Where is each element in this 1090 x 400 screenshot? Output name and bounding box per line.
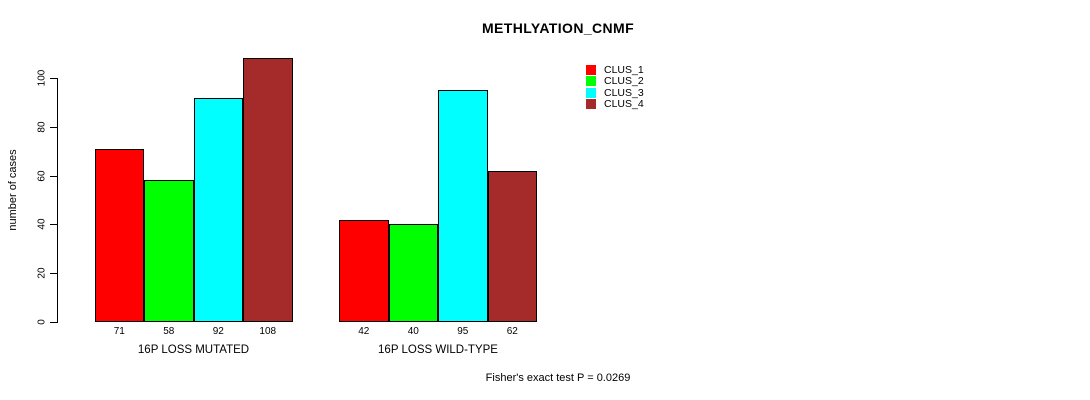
bar-clus_1-1 bbox=[94, 148, 144, 322]
y-axis-tick bbox=[50, 273, 57, 275]
bar-clus_3-2 bbox=[438, 90, 488, 322]
bar-clus_4-2 bbox=[487, 170, 537, 322]
bar-value-label: 95 bbox=[457, 326, 469, 337]
y-axis-tick-label: 20 bbox=[36, 267, 48, 279]
legend-item-clus_2: CLUS_2 bbox=[586, 75, 644, 87]
legend-label: CLUS_4 bbox=[604, 97, 644, 110]
bar-value-label: 92 bbox=[212, 326, 224, 337]
legend-swatch-clus_1 bbox=[586, 65, 596, 75]
y-axis-tick bbox=[50, 224, 57, 226]
y-axis-tick bbox=[50, 126, 57, 128]
bar-clus_1-2 bbox=[339, 219, 389, 322]
bar-value-label: 58 bbox=[163, 326, 175, 337]
y-axis-tick-label: 40 bbox=[36, 218, 48, 230]
legend-item-clus_4: CLUS_4 bbox=[586, 98, 644, 110]
y-axis-label: number of cases bbox=[7, 149, 19, 231]
legend-item-clus_3: CLUS_3 bbox=[586, 87, 644, 99]
bar-clus_2-1 bbox=[144, 180, 194, 322]
bar-value-label: 108 bbox=[259, 326, 277, 337]
y-axis-line bbox=[57, 78, 58, 323]
bar-value-label: 42 bbox=[358, 326, 370, 337]
y-axis-tick bbox=[50, 322, 57, 323]
legend-label: CLUS_3 bbox=[604, 86, 644, 99]
legend-item-clus_1: CLUS_1 bbox=[586, 64, 644, 76]
chart-title: METHLYATION_CNMF bbox=[481, 20, 635, 36]
legend-label: CLUS_2 bbox=[604, 75, 644, 88]
bar-value-label: 62 bbox=[506, 326, 518, 337]
bar-clus_4-1 bbox=[243, 58, 293, 322]
category-label: 16P LOSS WILD-TYPE bbox=[378, 344, 498, 356]
legend-swatch-clus_4 bbox=[586, 98, 596, 109]
category-label: 16P LOSS MUTATED bbox=[137, 344, 250, 356]
bar-value-label: 40 bbox=[407, 326, 419, 337]
y-axis-tick-label: 80 bbox=[36, 121, 48, 133]
legend-label: CLUS_1 bbox=[604, 64, 644, 76]
y-axis-tick-label: 0 bbox=[36, 319, 48, 325]
y-axis-tick bbox=[50, 78, 57, 79]
bar-value-label: 71 bbox=[113, 326, 125, 337]
legend-swatch-clus_2 bbox=[586, 76, 596, 87]
y-axis-tick-label: 100 bbox=[36, 69, 48, 87]
bar-clus_3-1 bbox=[193, 97, 243, 322]
y-axis-tick-label: 60 bbox=[36, 170, 48, 182]
y-axis-tick bbox=[50, 175, 57, 177]
bar-clus_2-2 bbox=[388, 224, 438, 322]
fishers-test-annotation: Fisher's exact test P = 0.0269 bbox=[485, 372, 631, 384]
legend-swatch-clus_3 bbox=[586, 87, 596, 98]
